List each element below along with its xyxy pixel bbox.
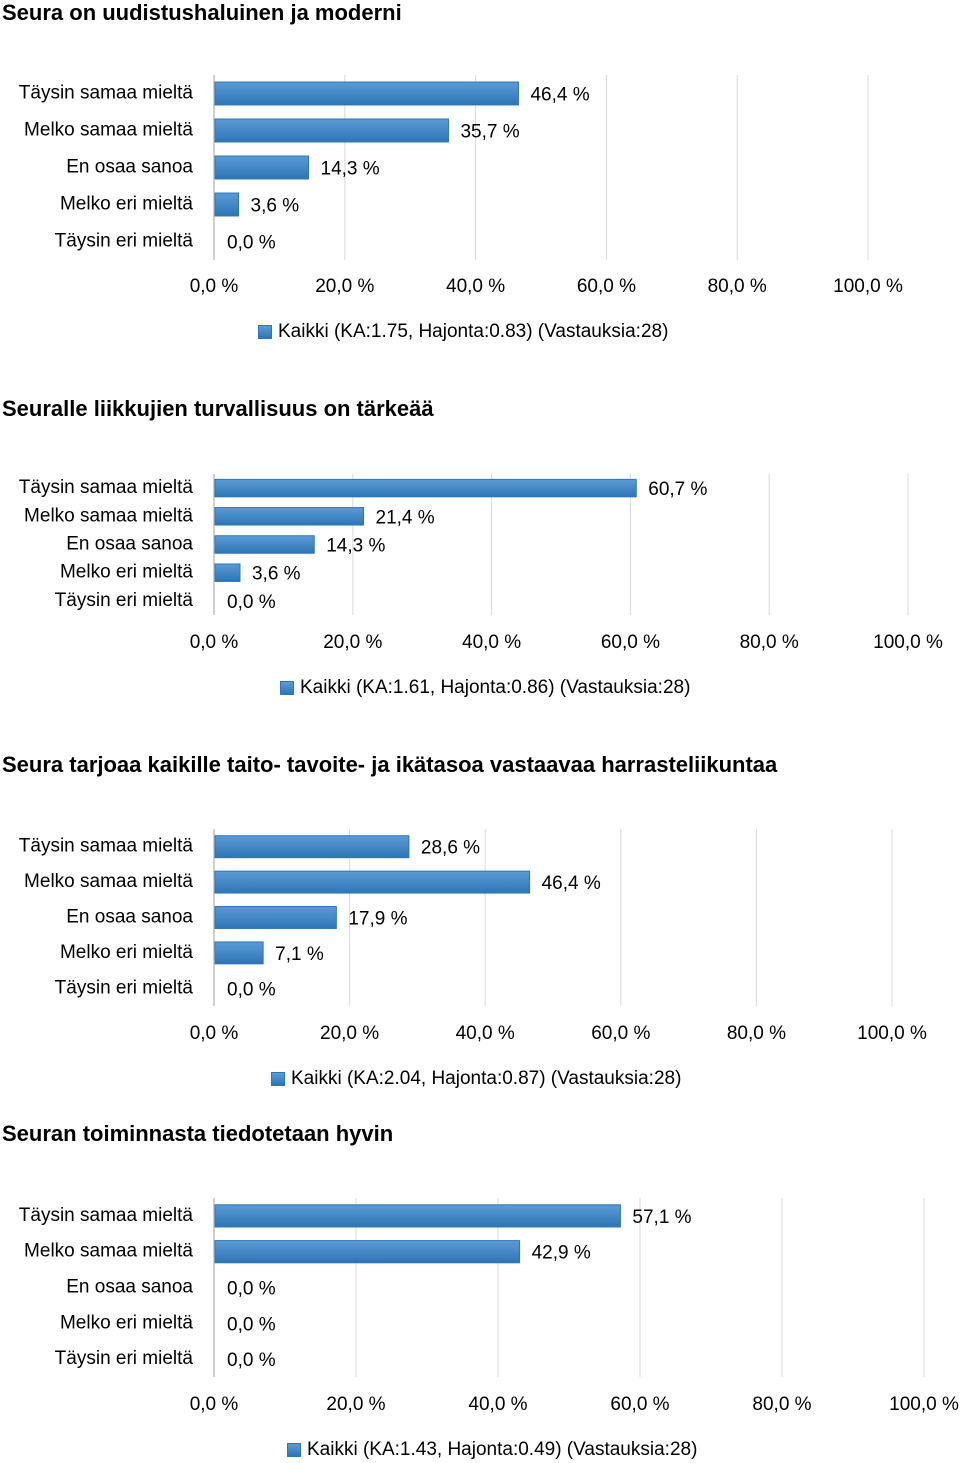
category-label: Täysin eri mieltä (55, 231, 194, 252)
legend-swatch (287, 1443, 301, 1457)
x-tick-label: 40,0 % (468, 1394, 527, 1415)
x-tick-label: 40,0 % (446, 276, 505, 297)
legend-swatch (280, 681, 294, 695)
category-label: Melko eri mieltä (60, 562, 193, 583)
category-label: Täysin samaa mieltä (19, 1205, 194, 1226)
chart-legend: Kaikki (KA:1.75, Hajonta:0.83) (Vastauks… (258, 321, 668, 343)
category-label: En osaa sanoa (66, 157, 193, 178)
x-tick-label: 0,0 % (190, 1023, 239, 1044)
category-label: Täysin eri mieltä (55, 977, 194, 998)
data-label: 7,1 % (275, 944, 324, 965)
bar (214, 563, 241, 582)
legend-label: Kaikki (KA:2.04, Hajonta:0.87) (Vastauks… (291, 1068, 682, 1089)
category-label: Melko samaa mieltä (24, 1241, 193, 1262)
category-label: Täysin eri mieltä (55, 590, 194, 611)
legend-swatch (271, 1072, 285, 1086)
category-label: En osaa sanoa (66, 1277, 193, 1298)
data-label: 21,4 % (376, 507, 435, 528)
bar (214, 870, 531, 894)
data-label: 0,0 % (227, 592, 276, 613)
data-label: 0,0 % (227, 1279, 276, 1300)
bar-chart: 0,0 % 20,0 % 40,0 % 60,0 % 80,0 % 100,0 % Täys… (19, 474, 943, 653)
x-tick-label: 100,0 % (857, 1023, 927, 1044)
chart-legend: Kaikki (KA:1.43, Hajonta:0.49) (Vastauks… (287, 1439, 697, 1461)
bar-chart: 0,0 % 20,0 % 40,0 % 60,0 % 80,0 % 100,0 % Täys… (19, 829, 927, 1044)
category-label: Täysin samaa mieltä (19, 477, 194, 498)
data-label: 14,3 % (326, 536, 385, 557)
bar (214, 507, 365, 526)
category-label: Melko eri mieltä (60, 194, 193, 215)
category-label: En osaa sanoa (66, 907, 193, 928)
data-label: 28,6 % (421, 838, 480, 859)
chart-title: Seura on uudistushaluinen ja moderni (2, 0, 402, 25)
bar (214, 906, 337, 929)
x-tick-label: 100,0 % (889, 1394, 959, 1415)
category-label: En osaa sanoa (66, 534, 193, 555)
x-tick-label: 100,0 % (833, 276, 903, 297)
bar (214, 155, 310, 180)
chart-legend: Kaikki (KA:2.04, Hajonta:0.87) (Vastauks… (271, 1068, 681, 1090)
x-tick-label: 60,0 % (601, 632, 660, 653)
category-label: Täysin eri mieltä (55, 1348, 194, 1369)
category-label: Täysin samaa mieltä (19, 83, 194, 104)
x-tick-label: 20,0 % (315, 276, 374, 297)
bar (214, 478, 637, 498)
bar (214, 192, 240, 217)
category-label: Melko samaa mieltä (24, 871, 193, 892)
data-label: 3,6 % (252, 564, 301, 585)
legend-label: Kaikki (KA:1.75, Hajonta:0.83) (Vastauks… (278, 321, 669, 342)
x-tick-label: 40,0 % (462, 632, 521, 653)
bar (214, 118, 449, 143)
category-label: Melko samaa mieltä (24, 120, 193, 141)
data-label: 0,0 % (227, 979, 276, 1000)
data-label: 14,3 % (321, 159, 380, 180)
legend-label: Kaikki (KA:1.61, Hajonta:0.86) (Vastauks… (300, 677, 691, 698)
x-tick-label: 80,0 % (752, 1394, 811, 1415)
chart-title: Seura tarjoaa kaikille taito- tavoite- j… (2, 752, 778, 777)
x-tick-label: 0,0 % (190, 276, 239, 297)
bar (214, 1240, 521, 1264)
x-tick-label: 40,0 % (456, 1023, 515, 1044)
x-tick-label: 20,0 % (326, 1394, 385, 1415)
x-tick-label: 20,0 % (323, 632, 382, 653)
chart-legend: Kaikki (KA:1.61, Hajonta:0.86) (Vastauks… (280, 677, 690, 699)
bar (214, 535, 315, 554)
bar-chart: 0,0 % 20,0 % 40,0 % 60,0 % 80,0 % 100,0 % Täys… (19, 75, 903, 297)
data-label: 3,6 % (251, 196, 300, 217)
data-label: 0,0 % (227, 233, 276, 254)
bar (214, 941, 264, 965)
x-tick-label: 100,0 % (873, 632, 943, 653)
category-label: Melko samaa mieltä (24, 505, 193, 526)
data-label: 60,7 % (648, 479, 707, 500)
data-label: 42,9 % (532, 1243, 591, 1264)
legend-label: Kaikki (KA:1.43, Hajonta:0.49) (Vastauks… (307, 1439, 698, 1460)
data-label: 46,4 % (542, 873, 601, 894)
x-tick-label: 80,0 % (727, 1023, 786, 1044)
category-label: Täysin samaa mieltä (19, 836, 194, 857)
x-tick-label: 60,0 % (591, 1023, 650, 1044)
x-tick-label: 60,0 % (577, 276, 636, 297)
bar (214, 1204, 621, 1228)
x-tick-label: 0,0 % (190, 632, 239, 653)
bar (214, 81, 519, 106)
bar (214, 835, 410, 859)
x-tick-label: 0,0 % (190, 1394, 239, 1415)
chart-title: Seuralle liikkujien turvallisuus on tärk… (2, 396, 434, 421)
category-label: Melko eri mieltä (60, 1312, 193, 1333)
category-label: Melko eri mieltä (60, 942, 193, 963)
legend-swatch (258, 325, 272, 339)
data-label: 46,4 % (530, 85, 589, 106)
data-label: 17,9 % (348, 909, 407, 930)
data-label: 0,0 % (227, 1350, 276, 1371)
x-tick-label: 80,0 % (740, 632, 799, 653)
chart-title: Seuran toiminnasta tiedotetaan hyvin (2, 1121, 394, 1146)
data-label: 35,7 % (460, 122, 519, 143)
x-tick-label: 80,0 % (708, 276, 767, 297)
data-label: 0,0 % (227, 1314, 276, 1335)
x-tick-label: 60,0 % (610, 1394, 669, 1415)
data-label: 57,1 % (632, 1207, 691, 1228)
x-tick-label: 20,0 % (320, 1023, 379, 1044)
